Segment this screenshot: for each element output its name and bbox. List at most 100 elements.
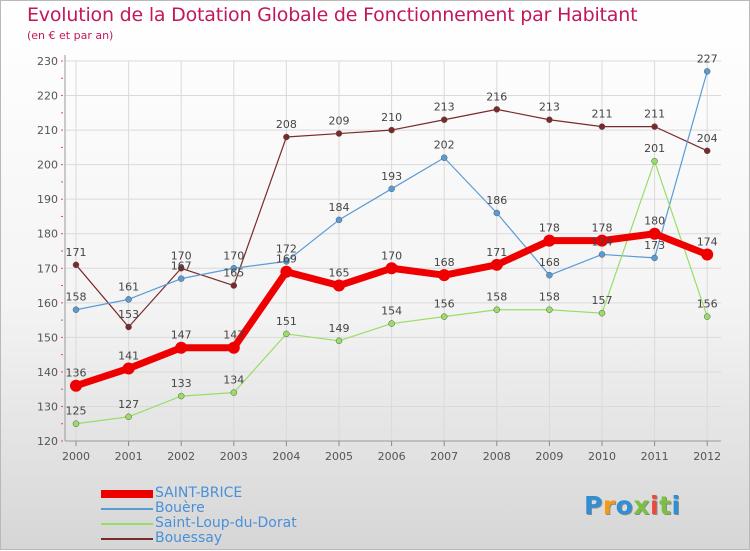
x-tick-label: 2010 — [588, 450, 616, 463]
data-point-saint-brice — [701, 248, 714, 261]
data-point-saint-loup-du-dorat — [72, 420, 80, 427]
x-tick-label: 2000 — [62, 450, 90, 463]
data-label-bouessay: 204 — [697, 132, 718, 145]
data-point-bou-re — [230, 265, 238, 272]
data-label-bouessay: 209 — [329, 115, 350, 128]
data-point-bou-re — [72, 306, 80, 313]
data-point-saint-loup-du-dorat — [125, 413, 132, 421]
data-label-saint-brice: 165 — [329, 267, 350, 280]
x-tick-label: 2001 — [115, 450, 143, 463]
data-label-bou-re: 186 — [486, 194, 507, 207]
legend-label-bouere: Bouère — [155, 500, 205, 516]
logo-letter: r — [602, 491, 616, 520]
data-point-saint-loup-du-dorat — [177, 392, 185, 400]
data-point-bou-re — [335, 216, 343, 224]
data-label-saint-brice: 170 — [381, 249, 402, 262]
y-tick-label: 150 — [37, 331, 58, 344]
data-point-bouessay — [651, 123, 658, 130]
chart-subtitle: (en € et par an) — [27, 29, 114, 42]
data-label-saint-brice: 147 — [171, 329, 192, 342]
data-label-saint-brice: 174 — [697, 235, 718, 248]
legend-label-saint-loup-du-dorat: Saint-Loup-du-Dorat — [155, 515, 297, 531]
data-label-bouessay: 153 — [118, 308, 139, 321]
data-point-saint-brice — [333, 279, 345, 292]
data-label-saint-loup-du-dorat: 127 — [118, 398, 139, 411]
data-label-bou-re: 170 — [223, 249, 244, 262]
data-point-bouessay — [283, 133, 290, 141]
data-label-saint-loup-du-dorat: 149 — [329, 322, 350, 335]
data-point-bouessay — [177, 265, 185, 272]
data-point-bouessay — [230, 282, 238, 289]
data-label-bou-re: 172 — [276, 242, 297, 255]
data-point-saint-brice — [543, 234, 556, 247]
data-label-bou-re: 161 — [118, 280, 139, 293]
series — [70, 68, 714, 427]
y-tick-label: 220 — [37, 90, 58, 103]
logo-letter: t — [659, 491, 672, 520]
data-point-saint-brice — [438, 269, 451, 282]
x-tick-label: 2012 — [693, 450, 721, 463]
y-tick-label: 180 — [37, 228, 58, 241]
data-point-bouessay — [125, 323, 132, 331]
data-label-saint-loup-du-dorat: 158 — [539, 291, 560, 304]
x-tick-label: 2002 — [167, 450, 195, 463]
logo-letter: P — [584, 491, 603, 520]
data-label-saint-brice: 141 — [118, 349, 139, 362]
grid — [65, 60, 721, 442]
y-tick-label: 140 — [37, 366, 58, 379]
data-label-saint-loup-du-dorat: 154 — [381, 305, 402, 318]
data-point-saint-loup-du-dorat — [388, 320, 395, 327]
proxiti-logo: Proxiti — [584, 491, 681, 520]
data-label-bou-re: 168 — [539, 256, 560, 269]
data-point-bouessay — [598, 123, 606, 130]
x-tick-label: 2011 — [641, 450, 669, 463]
data-label-bouessay: 213 — [539, 101, 560, 114]
x-tick-label: 2003 — [220, 450, 248, 463]
data-label-bou-re: 193 — [381, 170, 402, 183]
data-point-bou-re — [388, 185, 395, 193]
legend-label-saint-brice: SAINT-BRICE — [155, 485, 243, 501]
data-point-saint-loup-du-dorat — [440, 313, 448, 320]
x-tick-label: 2008 — [483, 450, 511, 463]
data-label-bouessay: 211 — [644, 108, 665, 121]
logo-letter: o — [615, 491, 634, 520]
data-labels: 136 141 147 147 169 165 170 168 171 178 178 180 174 1… — [66, 52, 718, 417]
y-tick-label: 210 — [37, 124, 58, 137]
logo-letter: i — [650, 491, 660, 520]
legend-swatch-bouessay — [101, 537, 153, 540]
legend-item-saint-loup-du-dorat: Saint-Loup-du-Dorat — [101, 516, 431, 531]
data-point-bouessay — [703, 147, 711, 155]
data-label-saint-loup-du-dorat: 156 — [697, 298, 718, 311]
y-tick-label: 120 — [37, 435, 58, 448]
data-label-saint-loup-du-dorat: 151 — [276, 315, 297, 328]
y-tick-label: 160 — [37, 297, 58, 310]
data-label-bouessay: 208 — [276, 118, 297, 131]
data-label-bou-re: 167 — [171, 260, 192, 273]
data-label-bouessay: 213 — [434, 101, 455, 114]
data-label-saint-loup-du-dorat: 201 — [644, 142, 665, 155]
data-point-saint-loup-du-dorat — [283, 330, 290, 338]
data-label-bou-re: 184 — [329, 201, 350, 214]
data-label-bou-re: 174 — [592, 235, 613, 248]
data-label-saint-brice: 169 — [276, 253, 297, 266]
data-point-bou-re — [125, 296, 132, 303]
data-point-bouessay — [546, 116, 553, 123]
data-label-bou-re: 227 — [697, 52, 718, 65]
data-point-saint-brice — [490, 258, 503, 271]
data-point-saint-brice — [227, 341, 240, 354]
y-tick-label: 190 — [37, 193, 58, 206]
y-tick-label: 200 — [37, 159, 58, 172]
data-label-bouessay: 210 — [381, 111, 402, 124]
data-point-saint-brice — [648, 227, 661, 240]
x-tick-label: 2004 — [272, 450, 300, 463]
data-point-saint-brice — [70, 379, 82, 392]
data-point-bouessay — [335, 130, 343, 137]
data-label-saint-brice: 136 — [66, 367, 87, 380]
data-label-saint-brice: 180 — [644, 215, 665, 228]
legend-item-bouere: Bouère — [101, 501, 431, 516]
x-tick-label: 2009 — [535, 450, 563, 463]
data-label-saint-brice: 168 — [434, 256, 455, 269]
data-point-saint-brice — [385, 262, 398, 275]
